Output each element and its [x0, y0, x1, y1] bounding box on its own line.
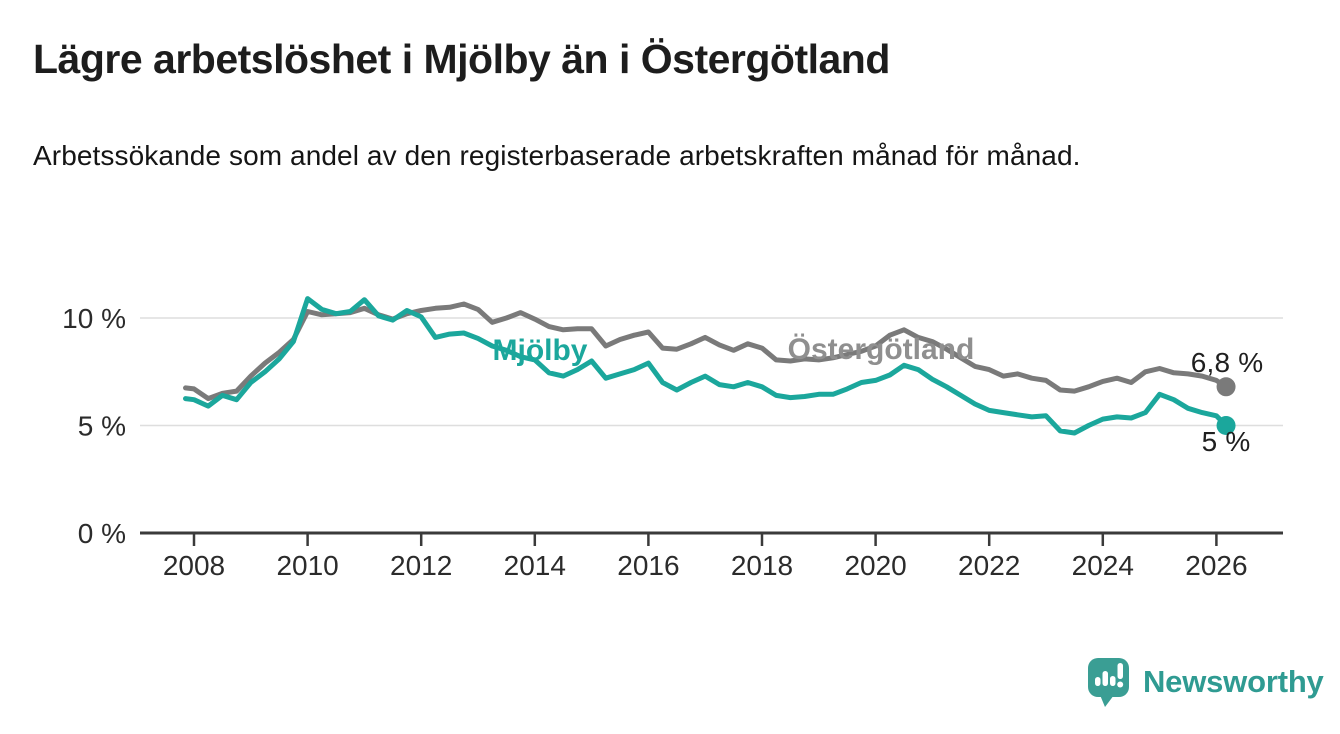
x-tick-label: 2014: [504, 550, 566, 581]
x-tick-label: 2020: [844, 550, 906, 581]
series-label-ostergotland: Östergötland: [787, 333, 975, 366]
x-tick-label: 2008: [163, 550, 225, 581]
y-tick-label: 0 %: [78, 518, 126, 549]
x-tick-label: 2010: [276, 550, 338, 581]
newsworthy-logo-text: Newsworthy: [1143, 664, 1324, 699]
newsworthy-logo-icon: [1088, 658, 1129, 707]
x-tick-label: 2026: [1185, 550, 1247, 581]
x-tick-label: 2024: [1072, 550, 1134, 581]
y-tick-label: 5 %: [78, 411, 126, 442]
series-line-ostergotland: [183, 301, 1229, 402]
series-line-mjolby: [183, 296, 1229, 436]
end-value-label-mjolby: 5 %: [1201, 426, 1251, 457]
chart-subtitle: Arbetssökande som andel av den registerb…: [33, 140, 1081, 171]
newsworthy-logo: Newsworthy: [1087, 657, 1324, 707]
series-label-mjolby: Mjölby: [492, 334, 588, 367]
end-dot-ostergotland: [1216, 377, 1236, 397]
end-value-label-ostergotland: 6,8 %: [1190, 347, 1264, 378]
x-tick-label: 2018: [731, 550, 793, 581]
x-tick-label: 2012: [390, 550, 452, 581]
x-tick-label: 2022: [958, 550, 1020, 581]
page-title: Lägre arbetslöshet i Mjölby än i Östergö…: [33, 36, 890, 82]
y-tick-label: 10 %: [62, 303, 126, 334]
x-tick-label: 2016: [617, 550, 679, 581]
